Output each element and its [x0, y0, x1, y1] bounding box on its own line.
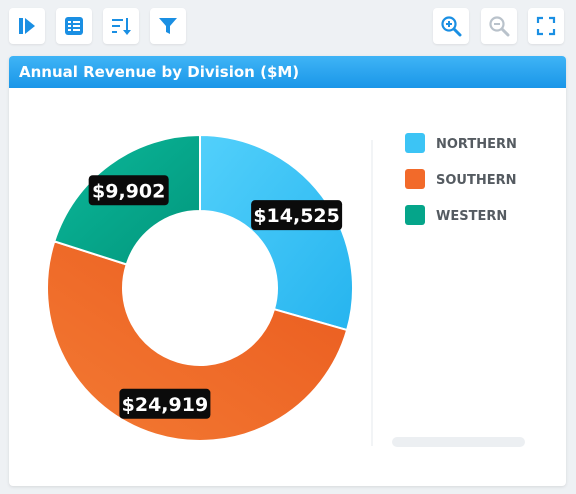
- legend-item-northern[interactable]: NORTHERN: [405, 133, 517, 153]
- legend-scrollbar[interactable]: [392, 437, 525, 447]
- legend-label: NORTHERN: [436, 137, 517, 152]
- play-button[interactable]: [9, 8, 45, 44]
- legend-swatch: [405, 133, 425, 153]
- legend-swatch: [405, 205, 425, 225]
- data-label-northern: $14,525: [251, 200, 343, 231]
- filter-icon: [159, 18, 177, 34]
- zoom-out-icon: [489, 16, 510, 37]
- data-labels: $14,525 $24,919 $9,902: [88, 175, 343, 419]
- panel-title: Annual Revenue by Division ($M): [9, 56, 566, 88]
- list-view-button[interactable]: [56, 8, 92, 44]
- chart-panel: Annual Revenue by Division ($M) $14,525 $…: [9, 56, 566, 486]
- legend-item-western[interactable]: WESTERN: [405, 205, 507, 225]
- data-label-text: $24,919: [122, 394, 209, 416]
- data-label-southern: $24,919: [119, 388, 211, 419]
- play-icon: [19, 18, 35, 34]
- sort-icon: [112, 18, 131, 35]
- zoom-in-icon: [441, 16, 462, 37]
- legend-label: SOUTHERN: [436, 173, 517, 188]
- toolbar: [0, 0, 576, 50]
- data-label-western: $9,902: [88, 175, 169, 206]
- zoom-in-button[interactable]: [433, 8, 469, 44]
- zoom-out-button[interactable]: [481, 8, 517, 44]
- sort-button[interactable]: [103, 8, 139, 44]
- legend-swatch: [405, 169, 425, 189]
- donut-chart: $14,525 $24,919 $9,902 NORTHERN SOUTHERN WES…: [46, 133, 525, 447]
- fullscreen-button[interactable]: [528, 8, 564, 44]
- filter-button[interactable]: [150, 8, 186, 44]
- data-label-text: $9,902: [92, 180, 165, 202]
- legend: NORTHERN SOUTHERN WESTERN: [405, 133, 517, 225]
- list-view-icon: [65, 17, 83, 35]
- fullscreen-icon: [536, 16, 556, 36]
- legend-label: WESTERN: [436, 209, 507, 224]
- data-label-text: $14,525: [253, 205, 340, 227]
- legend-item-southern[interactable]: SOUTHERN: [405, 169, 517, 189]
- donut-slice-northern[interactable]: [199, 133, 354, 332]
